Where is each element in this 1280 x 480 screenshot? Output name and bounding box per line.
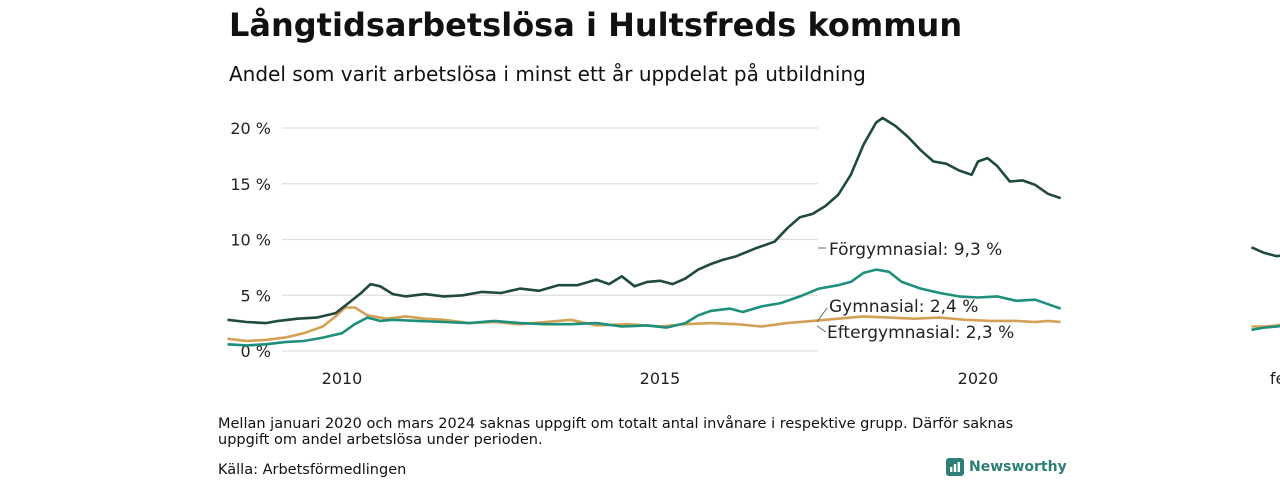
series-label-gymnasial: Gymnasial: 2,4 % — [829, 297, 978, 317]
series-label-eftergymnasial: Eftergymnasial: 2,3 % — [827, 323, 1014, 343]
label-connector — [816, 325, 827, 333]
y-tick-label: 5 % — [241, 286, 271, 305]
y-tick-label: 0 % — [241, 342, 271, 361]
chart-title: Långtidsarbetslösa i Hultsfreds kommun — [229, 6, 963, 44]
bar-chart-icon — [946, 458, 964, 476]
y-tick-label: 10 % — [230, 231, 271, 250]
footnote: Mellan januari 2020 och mars 2024 saknas… — [218, 416, 1014, 448]
brand-logo: Newsworthy — [946, 458, 1067, 476]
label-connector — [816, 307, 828, 323]
gymnasial-line-2024-2025 — [1251, 323, 1280, 328]
source-credit: Källa: Arbetsförmedlingen — [218, 462, 407, 478]
brand-name: Newsworthy — [969, 459, 1067, 475]
x-tick-label: 2020 — [958, 369, 999, 388]
gymnasial-line-2008-2021 — [227, 306, 1061, 343]
y-tick-label: 20 % — [230, 119, 271, 138]
y-axis-ticks: 0 % 5 % 10 % 15 % 20 % — [230, 119, 271, 361]
chart-subtitle: Andel som varit arbetslösa i minst ett å… — [229, 62, 866, 86]
eftergymnasial-line-2024-2025 — [1251, 324, 1280, 332]
series-lines — [227, 116, 1280, 347]
x-tick-label: 2015 — [640, 369, 681, 388]
y-tick-label: 15 % — [230, 175, 271, 194]
x-tick-label: feb 2025 — [1270, 369, 1280, 388]
grid-lines — [282, 127, 818, 352]
förgymnasial-line-2008-2021 — [227, 116, 1062, 325]
förgymnasial-line-2024-2025 — [1250, 246, 1280, 258]
series-labels: Förgymnasial: 9,3 % Gymnasial: 2,4 % Efter… — [816, 240, 1014, 343]
series-label-förgymnasial: Förgymnasial: 9,3 % — [829, 240, 1002, 260]
eftergymnasial-line-2008-2021 — [227, 268, 1062, 347]
x-axis-ticks: 2010 2015 2020 feb 2025 — [322, 369, 1280, 388]
x-tick-label: 2010 — [322, 369, 363, 388]
line-chart: 0 %5 %10 %15 %20 % 201020152020feb 2025 … — [227, 116, 1280, 388]
